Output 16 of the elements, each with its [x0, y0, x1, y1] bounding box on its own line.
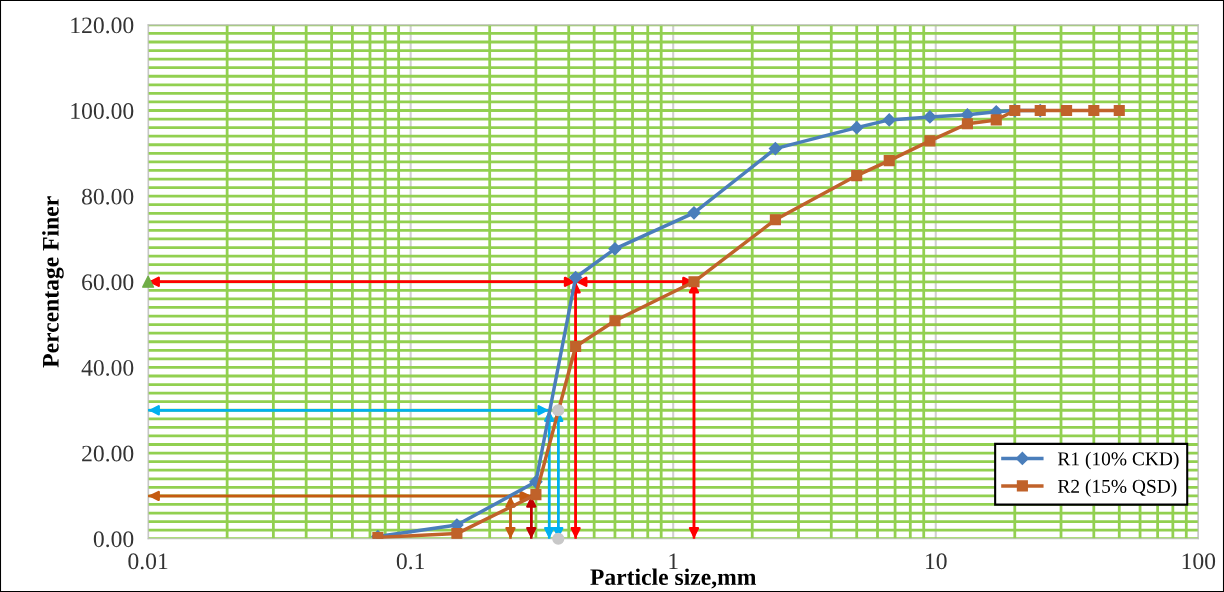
y-tick-label: 100.00 [71, 103, 134, 120]
y-tick-label: 60.00 [82, 274, 134, 291]
y-tick-label: 40.00 [81, 359, 134, 376]
x-tick-label: 0.1 [396, 553, 424, 570]
x-tick-label: 0.01 [128, 553, 168, 570]
y-tick-label: 120.00 [71, 17, 134, 34]
legend-label: R1 (10% CKD) [1057, 451, 1179, 470]
x-tick-label: 10 [926, 553, 947, 570]
x-tick-label: 1 [669, 553, 678, 569]
x-tick-label: 100 [1182, 553, 1216, 570]
x-axis-title: Particle size,mm [590, 568, 757, 589]
y-tick-label: 80.00 [81, 188, 134, 205]
y-tick-label: 0.00 [93, 531, 134, 548]
y-axis-title: Percentage Finer [42, 196, 64, 368]
y-tick-label: 20.00 [82, 445, 134, 462]
legend-label: R2 (15% QSD) [1057, 479, 1177, 497]
